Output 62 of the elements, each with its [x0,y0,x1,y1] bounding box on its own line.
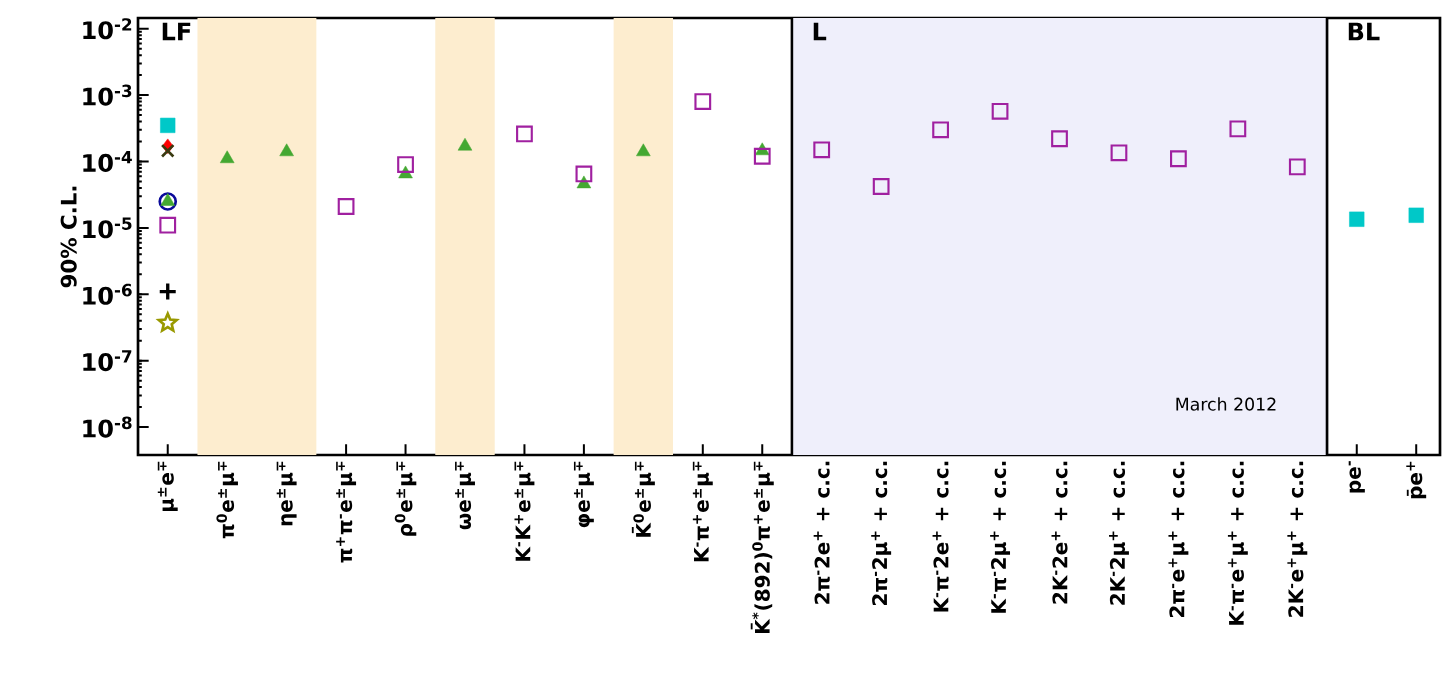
y-tick-label: 10$^{-7}$ [83,350,132,372]
point [160,193,175,206]
annotation: March 2012 [1176,397,1276,411]
x-tick-label: ωe$^{±}$μ$^{∓}$ [455,461,475,530]
y-tick-label: 10$^{-3}$ [83,84,132,106]
x-tick-label: 2K$^{-}$2μ$^{+}$ + c.c. [1109,461,1129,605]
point [1110,144,1128,162]
point [219,150,235,164]
x-tick-label: π$^{0}$e$^{±}$μ$^{∓}$ [216,461,238,539]
category-label: K̄$^{*}$(892)$^{0}$π$^{+}$e$^{±}$μ$^{∓}$ [750,461,774,634]
point [1408,207,1424,223]
x-tick-label: 2K$^{-}$e$^{+}$μ$^{+}$ + c.c. [1287,461,1308,617]
point [160,143,175,158]
y-axis-title: 90% C.L. [60,186,77,288]
point [813,141,831,159]
point [158,281,178,302]
category-label: K$^{-}$π$^{-}$e$^{+}$μ$^{+}$ + c.c. [1227,461,1248,625]
x-tick-label: ρ$^{0}$e$^{±}$μ$^{∓}$ [394,461,417,536]
x-tick-label: pe$^{-}$ [1348,461,1365,493]
y-tick-label: 10$^{-8}$ [83,416,132,438]
point [872,178,890,195]
point [1051,130,1068,148]
x-tick-label: K$^{-}$π$^{-}$2e$^{+}$ + c.c. [932,461,949,612]
point [694,93,712,110]
x-tick-label: π$^{+}$π$^{-}$e$^{±}$μ$^{∓}$ [336,461,357,563]
point [1170,150,1187,168]
point [397,156,414,173]
point [457,137,473,151]
point [279,143,294,157]
y-tick-label: 10$^{-4}$ [83,151,132,172]
point [991,102,1009,120]
x-tick-label: K̄$^{0}$e$^{±}$μ$^{∓}$ [631,461,655,537]
point [1288,158,1306,176]
point [337,198,355,215]
point [516,125,533,143]
point [160,117,176,133]
x-tick-label: K$^{-}$π$^{+}$e$^{±}$μ$^{∓}$ [692,461,713,562]
point [1229,120,1247,138]
point [158,192,178,211]
x-tick-label: K$^{-}$π$^{-}$2μ$^{+}$ + c.c. [990,461,1011,613]
x-tick-label: μ$^{±}$e$^{∓}$ [157,461,178,512]
x-tick-label: 2K$^{-}$2e$^{+}$ + c.c. [1051,461,1068,604]
x-tick-label: 2π$^{-}$e$^{+}$μ$^{+}$ + c.c. [1168,461,1189,617]
point [932,121,950,139]
y-tick-label: 10$^{-2}$ [83,18,132,40]
point [753,147,771,165]
x-tick-label: K$^{-}$K$^{+}$e$^{±}$μ$^{∓}$ [514,461,535,561]
band-label: L [813,22,827,41]
annotation: BL [1348,22,1380,41]
x-tick-label: 2π$^{-}$2μ$^{+}$ + c.c. [871,461,892,605]
x-tick-label: 2π$^{-}$2e$^{+}$ + c.c. [813,461,830,604]
y-tick-label: 10$^{-6}$ [83,283,132,305]
point [159,216,177,234]
point [636,143,651,157]
point [575,165,593,183]
y-tick-label: 10$^{-5}$ [83,217,132,239]
x-tick-label: p̄e$^{+}$ [1406,461,1427,499]
x-tick-label: ηe$^{±}$μ$^{∓}$ [276,461,297,526]
point [1349,211,1365,227]
point [155,310,180,334]
annotation: LF [162,22,191,41]
x-tick-label: φe$^{±}$μ$^{∓}$ [573,461,594,528]
